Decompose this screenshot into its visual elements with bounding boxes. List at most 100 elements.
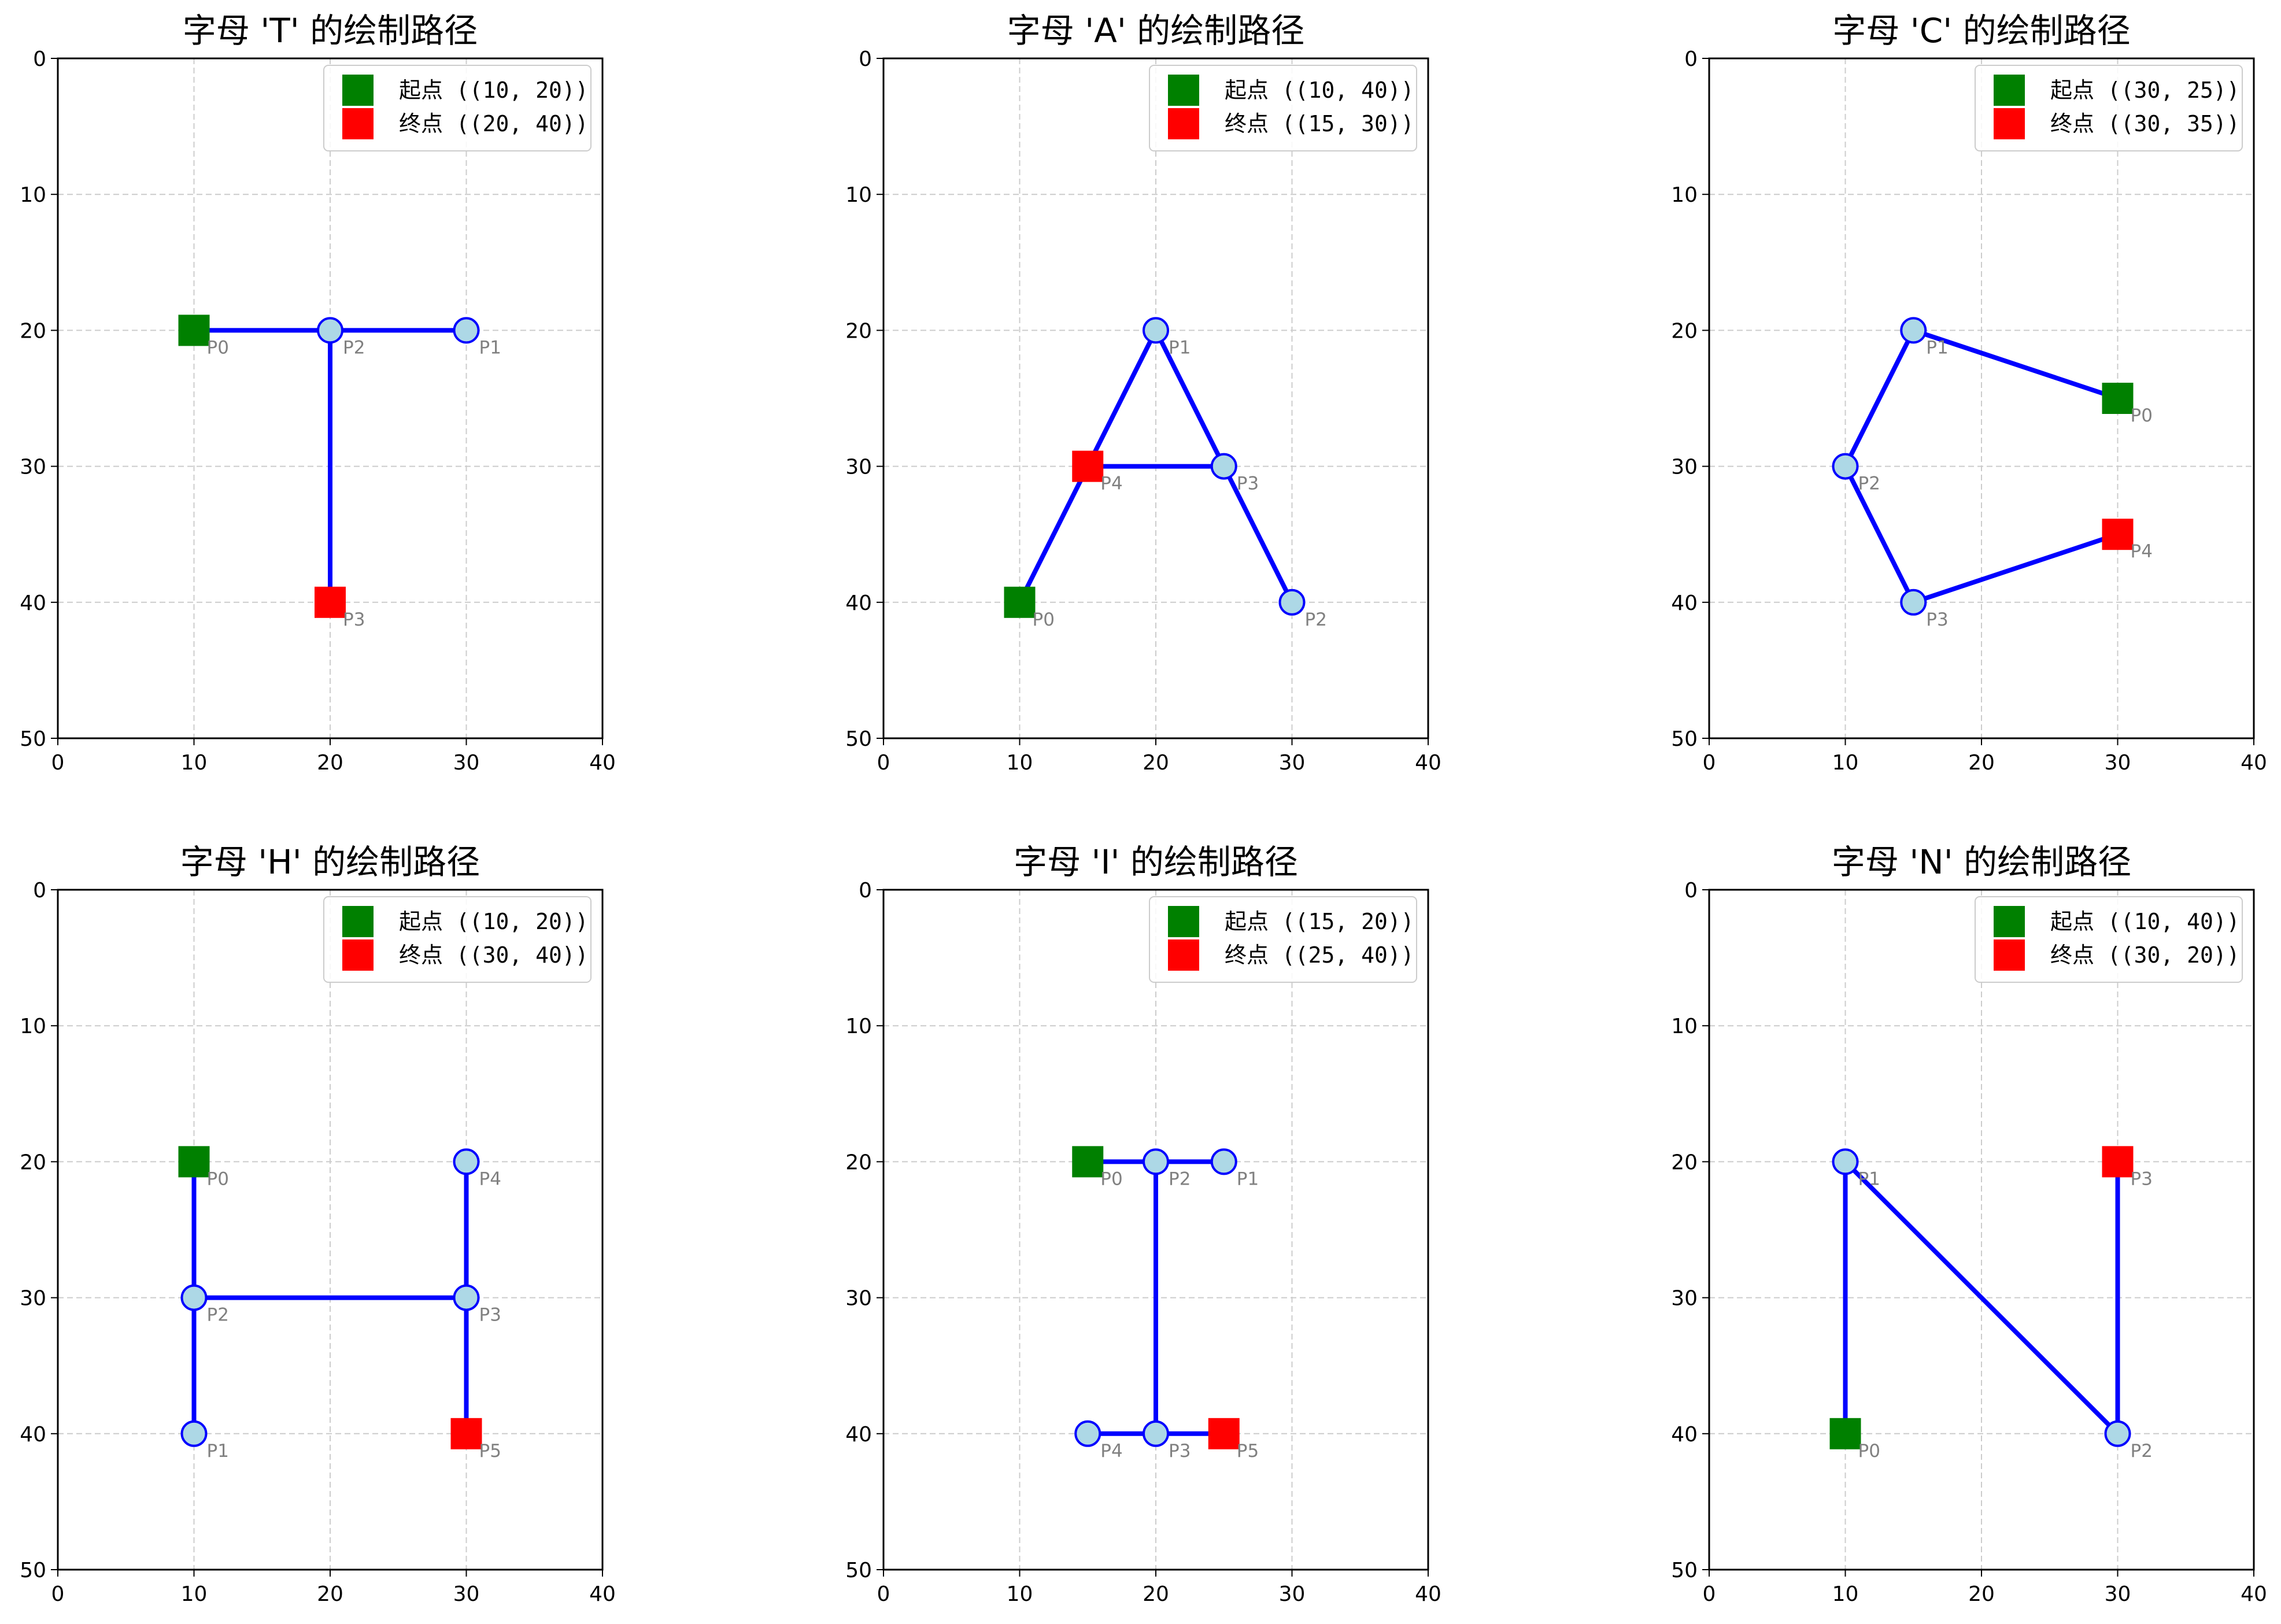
path-point [180,1284,208,1311]
y-tick-label: 40 [845,591,872,615]
y-tick-label: 30 [845,1287,872,1311]
end-marker [315,586,346,618]
path-point [317,317,343,344]
subplot-title: 字母 'N' 的绘制路径 [1832,842,2131,882]
x-tick-label: 20 [317,751,343,775]
y-tick-label: 10 [845,183,872,207]
y-tick-label: 30 [1671,456,1698,479]
path-point [1900,589,1927,616]
x-tick-label: 30 [1279,1582,1306,1606]
path-point [1074,1420,1101,1447]
y-tick-label: 40 [1671,1423,1698,1447]
point-label: P0 [1100,1168,1122,1189]
y-tick-label: 50 [20,727,46,751]
start-marker [1072,1146,1104,1178]
x-tick-label: 10 [181,751,208,775]
x-tick-label: 40 [2241,751,2267,775]
subplot-title: 字母 'C' 的绘制路径 [1832,11,2130,50]
x-tick-label: 40 [1415,1582,1441,1606]
legend: 起点 ((15, 20)) 终点 ((25, 40)) [1149,896,1417,983]
point-label: P1 [207,1441,229,1462]
legend-end-swatch [1994,108,2025,139]
path-segment [1843,328,1916,469]
point-label: P1 [1169,337,1191,358]
end-marker [2102,519,2134,550]
point-label: P2 [207,1305,229,1326]
x-tick-label: 40 [589,751,616,775]
y-tick-label: 0 [859,879,872,902]
legend-entry: 终点 ((30, 35)) [2050,111,2240,136]
path-point [1210,1148,1237,1175]
x-tick-label: 10 [1832,751,1859,775]
y-tick-label: 30 [20,1287,46,1311]
legend: 起点 ((10, 20)) 终点 ((20, 40)) [323,65,591,151]
path-point [1900,317,1927,344]
y-tick-label: 20 [1671,319,1698,343]
y-tick-label: 0 [859,47,872,71]
y-tick-label: 50 [1671,727,1698,751]
x-tick-label: 0 [1703,751,1716,775]
end-marker [1072,450,1104,482]
point-label: P3 [1237,473,1259,494]
x-tick-label: 40 [1415,751,1441,775]
x-tick-label: 20 [1143,751,1169,775]
y-tick-label: 50 [845,1559,872,1582]
subplot-5: P0 P1 P2 P3 P4 P5 0 10 20 30 40 0 10 20 30 40 50 字母 'I' 的… [845,842,1441,1606]
point-label: P2 [2131,1441,2153,1462]
y-tick-label: 10 [20,183,46,207]
x-tick-label: 20 [317,1582,343,1606]
point-label: P4 [2131,541,2153,562]
subplot-title: 字母 'T' 的绘制路径 [183,11,478,50]
legend-start-swatch [1994,906,2025,937]
y-tick-label: 30 [1671,1287,1698,1311]
end-marker [2102,1146,2134,1178]
y-tick-label: 0 [33,47,46,71]
start-marker [2102,383,2134,414]
y-tick-label: 40 [20,1423,46,1447]
legend-start-swatch [342,75,374,106]
legend: 起点 ((10, 40)) 终点 ((30, 20)) [1975,896,2243,983]
point-label: P4 [479,1168,501,1189]
x-tick-label: 40 [589,1582,616,1606]
path-point [1143,1420,1169,1447]
x-tick-label: 20 [1968,751,1995,775]
x-tick-label: 30 [453,751,480,775]
x-tick-label: 30 [2105,751,2131,775]
path-point [1143,1148,1169,1175]
x-tick-label: 0 [51,751,65,775]
path-segment [1911,328,2120,401]
y-tick-label: 40 [845,1423,872,1447]
legend-entry: 终点 ((20, 40)) [399,111,589,136]
legend-frame [1149,65,1417,151]
point-label: P5 [479,1441,501,1462]
legend-end-swatch [1168,939,1199,971]
legend-frame [1149,896,1417,983]
point-label: P3 [2131,1168,2153,1189]
y-tick-label: 20 [20,319,46,343]
subplot-4: P0 P1 P2 P3 P4 P5 0 10 20 30 40 0 10 20 30 40 50 字母 'H' 的… [20,842,616,1606]
point-label: P2 [1305,609,1327,630]
y-tick-label: 20 [845,1151,872,1174]
path-point [453,317,480,344]
y-tick-label: 10 [1671,183,1698,207]
y-tick-label: 0 [33,879,46,902]
y-tick-label: 10 [845,1015,872,1038]
subplot-title: 字母 'I' 的绘制路径 [1014,842,1298,882]
subplot-3: P0 P1 P2 P3 P4 0 10 20 30 40 0 10 20 30 40 50 字母 'C' 的绘制… [1671,11,2267,775]
start-marker [178,315,210,346]
y-tick-label: 10 [1671,1015,1698,1038]
y-tick-label: 20 [20,1151,46,1174]
legend-entry: 起点 ((10, 20)) [399,909,589,934]
path-segment [1911,532,2120,605]
point-label: P3 [343,609,365,630]
legend-entry: 起点 ((10, 40)) [1225,77,1414,103]
x-tick-label: 20 [1968,1582,1995,1606]
x-tick-label: 10 [1832,1582,1859,1606]
y-tick-label: 50 [845,727,872,751]
path-point [1832,453,1859,480]
point-label: P1 [1926,337,1948,358]
legend-entry: 终点 ((30, 40)) [399,942,589,968]
legend-entry: 起点 ((30, 25)) [2050,77,2240,103]
point-label: P0 [1033,609,1055,630]
